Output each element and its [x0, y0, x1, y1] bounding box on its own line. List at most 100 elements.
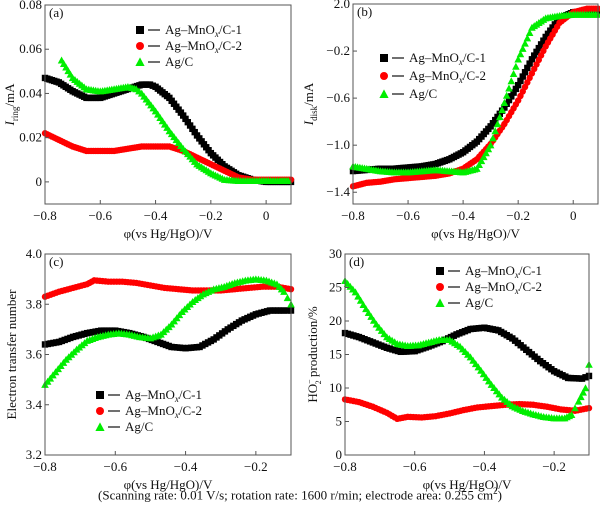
data-point: [594, 10, 600, 18]
x-tick-label: −0.4: [451, 208, 475, 223]
legend: Ag–MnOx/C-1Ag–MnOx/C-2Ag/C: [379, 50, 486, 101]
data-point: [498, 106, 506, 114]
data-point: [523, 34, 532, 42]
data-point: [525, 29, 534, 37]
data-point: [283, 294, 292, 302]
data-point: [594, 5, 600, 12]
data-point: [521, 69, 529, 76]
data-point: [351, 288, 360, 296]
legend: Ag–MnOx/C-1Ag–MnOx/C-2Ag/C: [435, 263, 542, 310]
y-label-main: I: [301, 120, 316, 126]
legend-label-main: Ag/C: [465, 295, 493, 310]
y-tick-label: −0.6: [326, 90, 350, 105]
legend-marker: [380, 72, 388, 80]
legend-marker: [96, 407, 104, 415]
x-tick-label: −0.8: [333, 459, 357, 474]
data-point: [514, 81, 522, 89]
panel-label: (d): [349, 254, 364, 269]
x-tick-label: −0.4: [473, 459, 497, 474]
data-point: [491, 127, 500, 135]
legend-item: Ag–MnOx/C-1: [96, 387, 202, 404]
data-point: [354, 292, 362, 300]
series-3: [349, 10, 600, 176]
legend-item: Ag/C: [135, 54, 193, 69]
panel-b: −0.8 −0.6 −0.4 −0.2 0 −1.4 −1.0 −0.6 −0.2 2.0 (b) φ…: [301, 0, 600, 241]
series-2: [41, 130, 295, 183]
caption-text: (Scanning rate: 0.01 V/s; rotation rate:…: [98, 487, 494, 503]
data-point: [524, 64, 531, 72]
legend-label-main: Ag/C: [165, 54, 193, 69]
legend-label-sub: x: [214, 29, 219, 39]
data-point: [191, 128, 198, 136]
legend-marker: [380, 54, 388, 62]
series-3: [57, 56, 293, 184]
legend-item: Ag–MnOx/C-1: [380, 50, 486, 67]
data-point: [514, 55, 522, 63]
legend-label-tail: /C-1: [519, 263, 542, 278]
legend-label: Ag/C: [409, 86, 437, 101]
data-point: [535, 44, 543, 52]
y-label-main: I: [2, 120, 17, 126]
panel-c: −0.8 −0.6 −0.4 −0.2 3.2 3.4 3.6 3.8 4.0 (c) φ(vs H…: [4, 246, 295, 492]
legend-label-sub: x: [514, 270, 519, 280]
data-point: [577, 393, 585, 401]
legend-marker: [135, 57, 145, 66]
data-point: [184, 118, 192, 126]
data-point: [356, 296, 365, 304]
data-point: [479, 153, 488, 161]
data-point: [579, 388, 587, 396]
data-point: [578, 375, 586, 382]
data-point: [517, 77, 524, 85]
legend-label: Ag–MnOx/C-1: [125, 387, 202, 404]
legend-label: Ag–MnOx/C-1: [165, 22, 242, 39]
y-tick-label: 0.02: [19, 130, 42, 145]
legend-label-main: Ag–MnO: [409, 68, 459, 83]
data-point: [501, 104, 508, 111]
legend-item: Ag–MnOx/C-1: [436, 263, 542, 280]
data-point: [280, 307, 288, 314]
legend-marker: [136, 26, 144, 34]
y-tick-label: 20: [329, 313, 342, 328]
data-point: [537, 41, 545, 48]
y-tick-label: 0.08: [19, 0, 42, 12]
legend-label-main: Ag–MnO: [409, 50, 459, 65]
y-tick-label: 15: [329, 347, 342, 362]
y-axis-label: Idisk/mA: [301, 82, 319, 126]
legend-label-main: Ag–MnO: [165, 22, 215, 37]
y-tick-label: 2.0: [334, 0, 350, 11]
panel-label: (a): [49, 5, 63, 20]
series-2: [341, 396, 593, 423]
x-tick-label: 0: [570, 208, 577, 223]
legend-item: Ag/C: [95, 419, 153, 434]
data-point: [531, 52, 538, 59]
x-tick-label: −0.2: [542, 459, 566, 474]
x-tick-label: −0.6: [103, 459, 127, 474]
y-tick-label: 0: [36, 174, 43, 189]
y-tick-label: 0.06: [19, 41, 42, 56]
x-tick-label: −0.8: [33, 459, 57, 474]
legend-marker: [95, 422, 105, 431]
x-tick-label: −0.2: [199, 208, 223, 223]
x-axis-label: φ(vs Hg/HgO)/V: [431, 226, 520, 241]
data-point: [507, 77, 516, 85]
data-point: [582, 374, 589, 381]
y-label-tail: /mA: [2, 83, 17, 107]
legend-label-tail: /C-1: [179, 387, 202, 402]
data-point: [180, 112, 187, 119]
data-point: [510, 89, 517, 96]
data-point: [473, 164, 481, 172]
data-point: [512, 85, 520, 93]
legend-label-tail: /C-1: [463, 50, 486, 65]
y-label-sup: −: [305, 379, 314, 384]
y-tick-label: 3.8: [26, 296, 42, 311]
data-point: [482, 149, 490, 157]
legend-label: Ag–MnOx/C-1: [409, 50, 486, 67]
legend-marker: [436, 283, 444, 291]
legend-label-tail: /C-2: [179, 403, 202, 418]
data-point: [509, 70, 518, 78]
data-point: [505, 84, 513, 92]
data-point: [516, 50, 525, 58]
x-axis-label: φ(vs Hg/HgO)/V: [423, 477, 512, 492]
legend-label-tail: /C-1: [219, 22, 242, 37]
data-point: [496, 113, 504, 121]
